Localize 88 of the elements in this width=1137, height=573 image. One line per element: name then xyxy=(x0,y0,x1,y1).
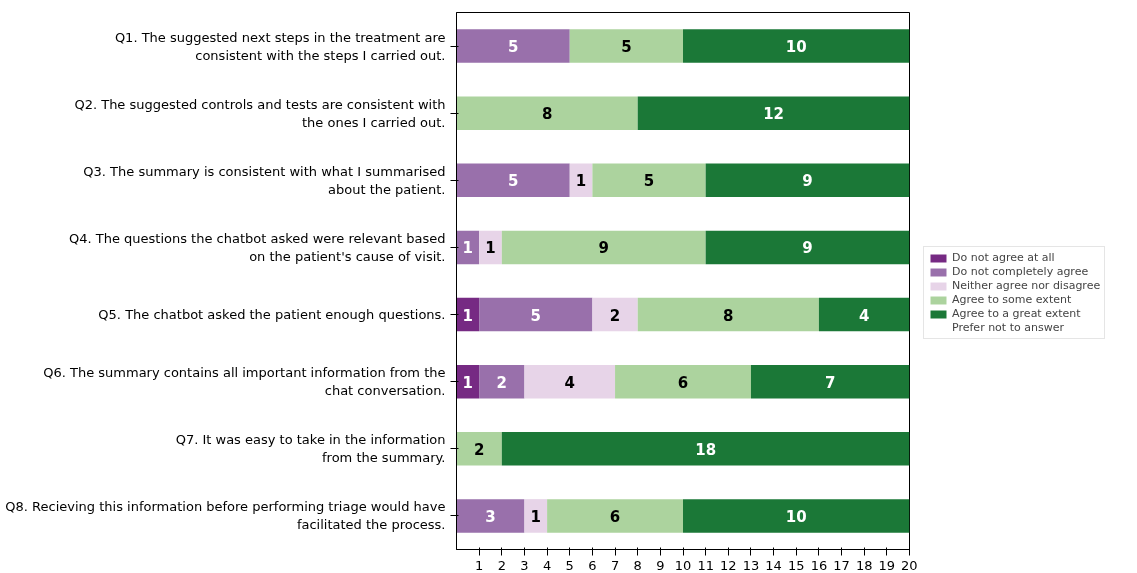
x-tick-label: 10 xyxy=(674,557,692,573)
bar xyxy=(637,96,910,130)
legend-label: Neither agree nor disagree xyxy=(952,279,1101,292)
x-tick-label: 2 xyxy=(497,557,506,573)
bar xyxy=(750,364,910,399)
x-tick-label: 6 xyxy=(588,557,597,573)
data-label: 9 xyxy=(802,172,813,191)
bar xyxy=(456,432,502,466)
bar xyxy=(592,163,706,198)
data-label: 9 xyxy=(598,239,609,258)
bar xyxy=(479,297,593,332)
y-tick-label: Q2. The suggested controls and tests are consistent with the ones I carried out. xyxy=(74,96,446,130)
y-tick-label: Q6. The summary contains all important information from the chat conversation. xyxy=(43,365,446,399)
bar xyxy=(524,499,548,533)
data-label: 5 xyxy=(621,38,632,57)
legend-label: Do not completely agree xyxy=(952,265,1089,278)
bar xyxy=(501,432,910,466)
bar xyxy=(683,29,910,63)
legend-label: Agree to a great extent xyxy=(952,307,1081,320)
x-tick-label: 12 xyxy=(720,557,737,573)
data-label: 2 xyxy=(496,373,508,392)
data-label: 1 xyxy=(530,507,541,526)
bar xyxy=(615,364,751,399)
y-tick-label: Q7. It was easy to take in the information from the summary. xyxy=(175,432,446,466)
x-tick-label: 9 xyxy=(656,557,665,573)
bar xyxy=(456,163,570,198)
bar xyxy=(479,364,525,399)
bar xyxy=(524,364,616,399)
bar xyxy=(479,230,502,265)
data-label: 4 xyxy=(858,306,870,325)
bar xyxy=(818,297,910,332)
data-label: 8 xyxy=(723,306,734,325)
data-label: 6 xyxy=(609,507,621,526)
x-tick-label: 17 xyxy=(833,557,850,573)
bar xyxy=(547,499,683,533)
y-tick-label: Q3. The summary is consistent with what I summarised about the patient. xyxy=(83,163,446,197)
bar xyxy=(569,29,683,63)
data-label: 10 xyxy=(785,38,807,57)
bar xyxy=(456,499,525,533)
legend-label: Agree to some extent xyxy=(952,293,1072,306)
x-tick-label: 11 xyxy=(697,557,714,573)
legend-label: Do not agree at all xyxy=(952,251,1055,264)
data-label: 2 xyxy=(609,306,621,325)
data-label: 10 xyxy=(785,507,807,526)
data-label: 5 xyxy=(507,38,519,57)
x-tick-label: 20 xyxy=(900,557,918,573)
data-label: 3 xyxy=(485,507,496,526)
x-tick-label: 5 xyxy=(565,557,574,573)
x-tick-label: 15 xyxy=(787,557,805,573)
x-tick-label: 14 xyxy=(765,557,782,573)
y-tick-label: Q8. Recieving this information before performing triage would have facilitated the process. xyxy=(5,499,446,533)
data-label: 12 xyxy=(763,105,785,124)
data-label: 1 xyxy=(575,172,587,191)
x-tick-label: 19 xyxy=(878,557,896,573)
data-label: 9 xyxy=(802,239,813,258)
bar xyxy=(456,29,570,63)
bar xyxy=(705,163,910,198)
bar xyxy=(637,297,819,332)
x-tick-label: 7 xyxy=(610,557,620,573)
x-tick-label: 4 xyxy=(542,557,552,573)
x-tick-label: 18 xyxy=(855,557,873,573)
text: Prefer not to answer xyxy=(952,321,1064,334)
x-tick-label: 13 xyxy=(742,557,760,573)
data-label: 1 xyxy=(462,306,474,325)
data-label: 18 xyxy=(695,440,717,459)
y-tick-label: Q1. The suggested next steps in the treatment are consistent with the steps I carried out. xyxy=(114,29,446,63)
x-tick-label: 3 xyxy=(520,557,529,573)
y-tick-label: Q4. The questions the chatbot asked were relevant based on the patient's cause of visit. xyxy=(68,230,446,264)
data-label: 6 xyxy=(677,373,689,392)
data-label: 1 xyxy=(462,373,474,392)
y-tick-label: Q5. The chatbot asked the patient enough questions. xyxy=(98,307,446,323)
bar xyxy=(501,230,706,265)
data-label: 7 xyxy=(825,373,836,392)
bar xyxy=(683,499,910,533)
x-tick-label: 1 xyxy=(475,557,484,573)
data-label: 4 xyxy=(564,373,575,392)
bar xyxy=(592,297,638,332)
x-tick-label: 16 xyxy=(810,557,828,573)
data-label: 1 xyxy=(462,239,474,258)
bar xyxy=(705,230,910,265)
data-label: 5 xyxy=(643,172,655,191)
data-label: 1 xyxy=(485,239,496,258)
data-label: 5 xyxy=(507,172,519,191)
data-label: 8 xyxy=(541,105,553,124)
data-label: 2 xyxy=(473,440,485,459)
data-label: 5 xyxy=(530,306,541,325)
x-tick-label: 8 xyxy=(633,557,642,573)
bar xyxy=(456,96,638,130)
